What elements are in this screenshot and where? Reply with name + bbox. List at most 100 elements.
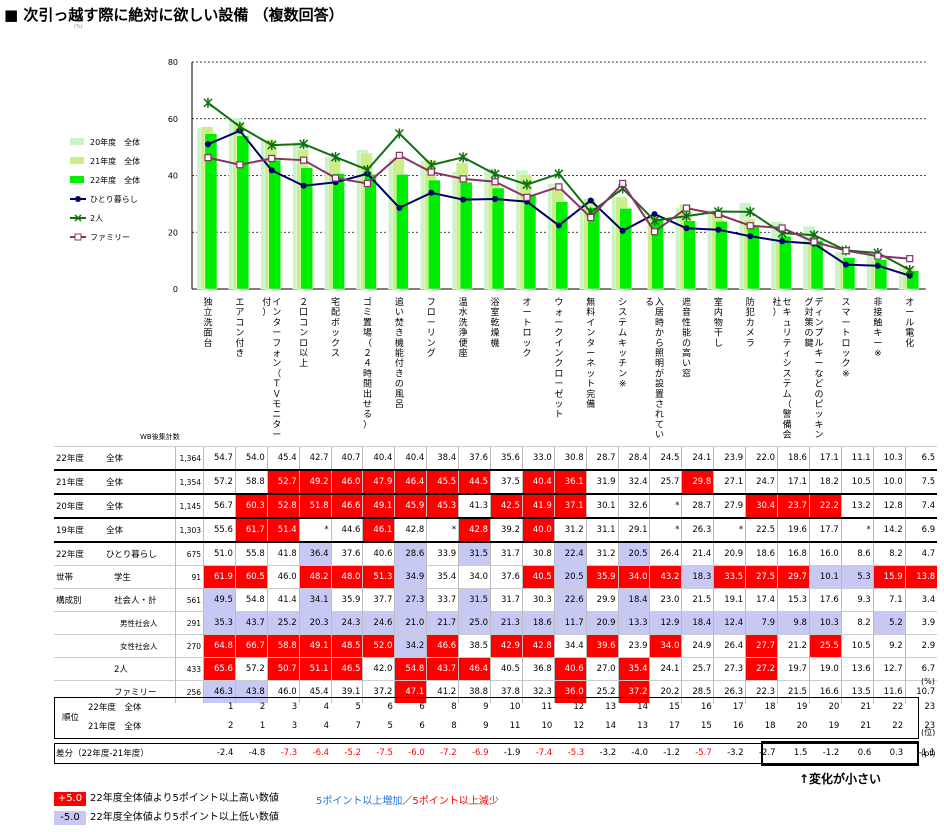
bar-2: [268, 159, 281, 290]
y-tick-label: 20: [168, 228, 178, 237]
category-label-char: ル: [815, 339, 824, 349]
point-family: [459, 175, 467, 183]
rank-table: 22年度 全体 1 2 3 4 5 6 6 8 9 10 11 12 13 14 15 16 17 18 19 20 21…: [54, 697, 937, 735]
category-label-char: 呂: [395, 399, 404, 410]
table-cell: 3.4: [904, 588, 938, 612]
table-cell: 9.8: [777, 611, 810, 635]
category-label-char: キ: [815, 349, 824, 359]
table-cell: 26.4: [649, 541, 682, 566]
table-cell: 13.2: [840, 493, 874, 518]
category-label-char: の: [805, 329, 814, 339]
table-cell: 13: [637, 720, 648, 731]
table-cell: *: [426, 517, 459, 542]
category-label-char: ）: [363, 419, 372, 430]
table-cell: 55.6: [203, 517, 236, 542]
table-cell: 46.6: [330, 493, 363, 518]
category-label-char: ス: [618, 308, 627, 318]
table-cell: 13.6: [840, 657, 874, 681]
point-single: [587, 197, 594, 204]
category-label-char: ン: [272, 308, 281, 318]
table-cell: 6: [419, 720, 425, 731]
table-cell: 47.9: [362, 469, 395, 494]
table-cell: 18.3: [681, 565, 714, 589]
table-cell: 31.1: [585, 517, 619, 542]
table-cell: 41.8: [266, 541, 300, 566]
table-row: 2人 433 65.6 57.2 50.7 51.1 46.5 42.0 54.8 43.7 46.…: [54, 657, 938, 681]
table-cell: 27.7: [745, 634, 778, 658]
category-label-char: 浴: [491, 297, 500, 308]
point-couple: [490, 169, 500, 180]
legend-item: ひとり暮らし: [70, 193, 200, 205]
sample-size: 433: [174, 657, 204, 681]
category-label-char: コ: [235, 318, 244, 328]
category-label-char: Ｔ: [272, 380, 281, 390]
category-label-char: が: [655, 367, 664, 379]
category-label-char: キ: [618, 339, 627, 349]
rank-row: 21年度 全体 2 1 3 4 7 5 6 8 9 11 10 12 14 13 17 15 16 18 20 19 21…: [54, 716, 937, 735]
category-label-char: き: [235, 348, 244, 359]
point-couple: [394, 128, 404, 139]
table-cell: 41.3: [458, 493, 491, 518]
diff-unit: (pt): [921, 749, 936, 758]
category-label-char: 機: [395, 337, 404, 349]
table-cell: 43.7: [426, 657, 459, 681]
point-couple: [522, 179, 532, 190]
point-couple: [267, 140, 277, 151]
table-cell: 54.8: [394, 657, 427, 681]
table-cell: 25.7: [649, 469, 682, 494]
table-cell: 29.1: [617, 517, 650, 542]
table-cell: 45.3: [426, 493, 459, 518]
table-cell: 24.1: [681, 446, 714, 470]
point-family: [746, 222, 754, 230]
table-cell: 37.6: [490, 565, 523, 589]
category-label-char: 洗: [459, 316, 468, 328]
table-cell: 57.2: [203, 469, 236, 494]
table-cell: 44.5: [458, 469, 491, 494]
category-label-char: キ: [873, 329, 882, 339]
category-label-char: チ: [618, 358, 627, 369]
table-cell: 20.3: [298, 611, 332, 635]
category-label-char: ム: [618, 328, 627, 339]
table-cell: 27.9: [713, 493, 746, 518]
table-cell: -1.9: [503, 748, 521, 758]
category-label-char: ン: [554, 349, 563, 359]
table-cell: 32.4: [617, 469, 650, 494]
table-cell: 20: [828, 701, 840, 712]
point-single: [619, 227, 626, 234]
category-label-char: リ: [427, 329, 436, 339]
category-label-char: 干: [714, 328, 723, 339]
table-cell: 0.6: [857, 748, 872, 758]
table-cell: 17.6: [808, 588, 842, 612]
table-cell: 2: [259, 701, 266, 712]
point-family: [331, 174, 340, 182]
category-label-char: 高: [682, 347, 691, 359]
bar-2: [523, 195, 537, 290]
category-label-char: ク: [331, 338, 340, 349]
key-high: +5.0 22年度全体値より5ポイント以上高い数値: [54, 789, 279, 806]
category-label-char: て: [655, 420, 664, 430]
category-label-char: ン: [272, 359, 281, 369]
category-label-char: 設: [655, 378, 664, 390]
table-cell: 18.2: [808, 469, 842, 494]
table-cell: 12.4: [713, 611, 746, 635]
table-row: 女性社会人 270 64.8 66.7 58.8 49.1 48.5 52.0 34.2 46.6…: [54, 634, 938, 658]
category-label-char: ー: [554, 380, 563, 390]
table-cell: 24.5: [649, 446, 682, 470]
sample-size: 561: [174, 588, 204, 612]
table-cell: 25.2: [266, 611, 300, 635]
table-cell: 19.0: [808, 657, 842, 681]
table-cell: -6.0: [408, 748, 425, 758]
point-single: [651, 211, 658, 218]
table-cell: 21.7: [426, 611, 459, 635]
table-cell: 22.2: [808, 493, 842, 518]
table-cell: 38.5: [458, 634, 491, 658]
bar-2: [300, 167, 313, 290]
category-label-char: （: [363, 338, 372, 349]
row-group-label: [54, 611, 104, 635]
category-label-char: 電: [905, 328, 914, 339]
table-cell: 30.8: [521, 541, 555, 566]
table-cell: -1.1: [918, 748, 936, 758]
category-label-char: ミ: [363, 308, 372, 318]
category-label-char: グ: [805, 296, 814, 308]
table-cell: 24.7: [745, 469, 778, 494]
